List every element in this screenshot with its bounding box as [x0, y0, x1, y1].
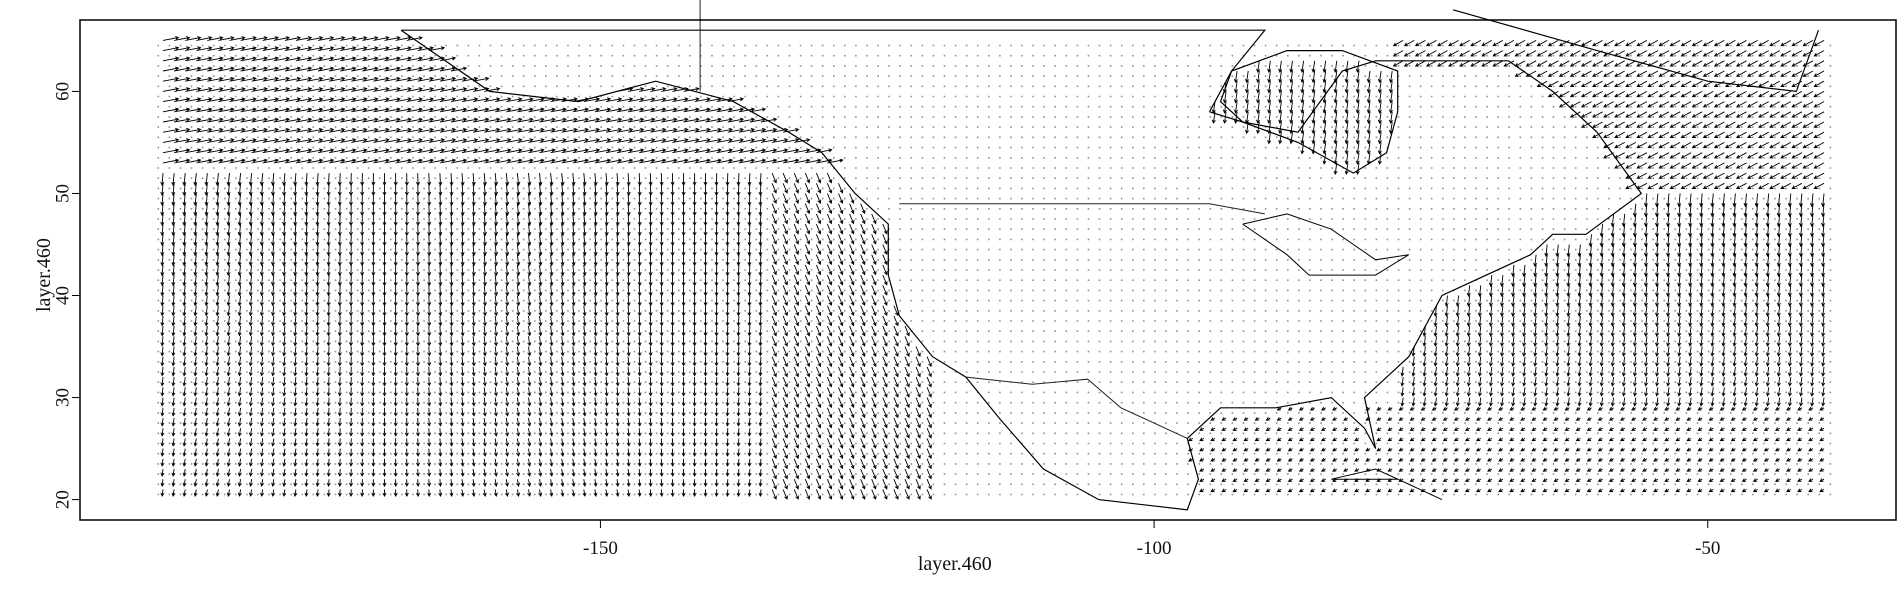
great-lakes-outline — [1242, 213, 1410, 276]
plot-frame — [79, 19, 1897, 521]
y-tick-label: 60 — [52, 82, 73, 101]
grid-dots — [157, 44, 1832, 496]
greenland-coastline — [1452, 9, 1820, 93]
coastlines — [400, 0, 1820, 511]
continent-coastline — [400, 29, 1643, 511]
us-mexico-border — [965, 376, 1188, 439]
x-tick-label: -100 — [1137, 538, 1172, 559]
y-tick-label: 40 — [52, 286, 73, 305]
cuba-outline — [1331, 468, 1443, 501]
y-tick-label: 30 — [52, 388, 73, 407]
hudson-bay-coastline — [1208, 49, 1399, 174]
y-tick-label: 50 — [52, 184, 73, 203]
x-tick-label: -150 — [583, 538, 618, 559]
x-axis-label: layer.460 — [918, 553, 992, 575]
flow-vectors — [160, 36, 1826, 500]
us-canada-border — [899, 203, 1265, 215]
axes: -150 -100 -50 20 30 40 50 60 — [52, 82, 1720, 559]
x-tick-label: -50 — [1695, 538, 1720, 559]
y-tick-label: 20 — [52, 490, 73, 509]
y-axis-label: layer.460 — [33, 238, 55, 312]
